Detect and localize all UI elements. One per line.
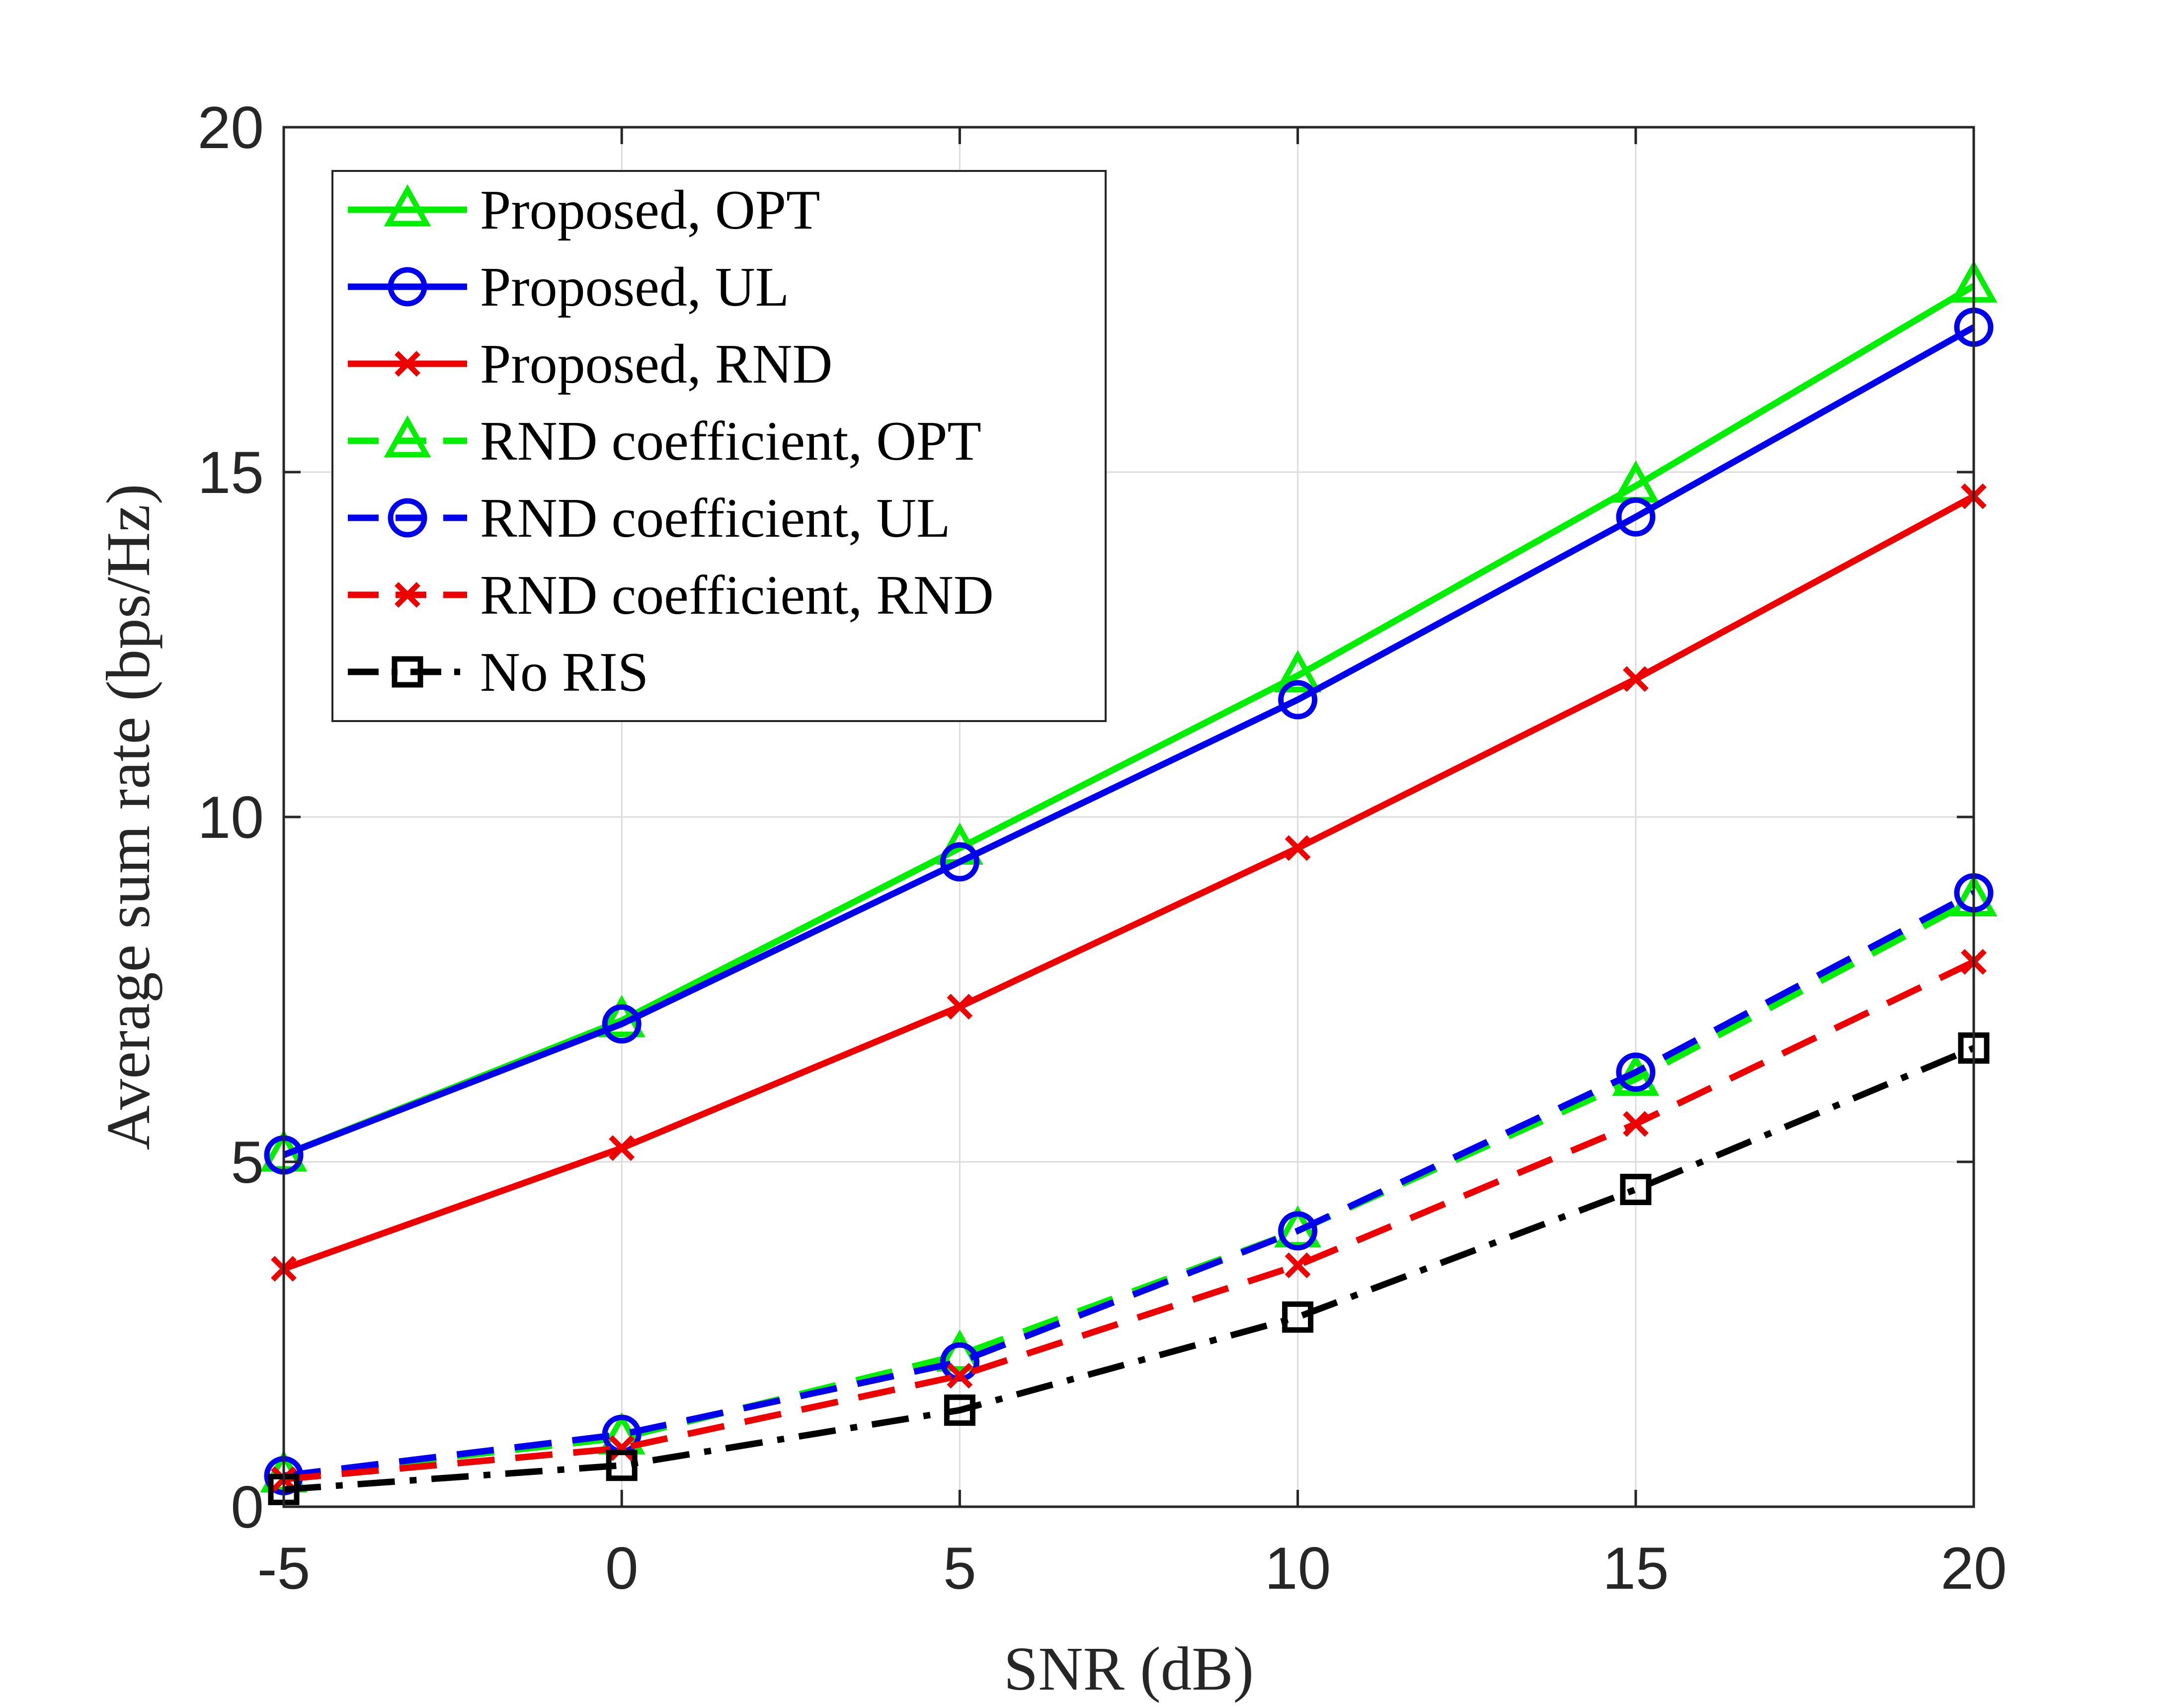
legend-label: Proposed, RND	[480, 333, 832, 395]
data-point	[1278, 680, 1318, 720]
legend-label: RND coefficient, OPT	[480, 410, 981, 472]
data-point	[947, 1363, 973, 1389]
legend-entry: RND coefficient, RND	[348, 565, 994, 626]
series-line	[282, 493, 1976, 1272]
x-tick-label: -5	[257, 1535, 311, 1602]
data-point	[947, 993, 973, 1020]
legend-marker	[384, 184, 431, 227]
series-2	[264, 308, 1994, 1175]
data-point	[1282, 1301, 1314, 1333]
data-point	[602, 1004, 642, 1044]
y-tick-label: 10	[198, 784, 264, 851]
y-tick-label: 5	[231, 1129, 264, 1196]
legend-marker	[388, 267, 427, 307]
series-line	[282, 324, 1976, 1158]
legend-marker	[388, 498, 427, 538]
data-point	[940, 842, 979, 882]
y-tick-label: 15	[198, 439, 264, 506]
legend-label: Proposed, UL	[480, 256, 789, 318]
legend-entry: Proposed, OPT	[348, 179, 820, 241]
x-tick-label: 5	[943, 1535, 976, 1602]
y-tick-label: 0	[231, 1474, 264, 1541]
legend-entry: RND coefficient, UL	[348, 488, 951, 549]
legend-box	[331, 170, 1107, 722]
data-point	[1616, 1053, 1656, 1092]
legend-entry: RND coefficient, OPT	[348, 410, 981, 472]
legend-label: RND coefficient, RND	[480, 565, 994, 626]
data-point	[1285, 1252, 1311, 1279]
data-point	[609, 1435, 635, 1461]
data-point	[944, 1394, 975, 1426]
x-tick-label: 0	[605, 1535, 639, 1602]
data-point	[1285, 835, 1311, 861]
series-line	[283, 890, 1976, 1479]
x-axis-label: SNR (dB)	[1004, 1635, 1254, 1704]
legend: Proposed, OPT Proposed, UL Proposed, RND RN…	[331, 170, 1107, 722]
legend-label: RND coefficient, UL	[480, 488, 951, 549]
data-point	[1622, 666, 1649, 692]
data-point	[1616, 497, 1656, 537]
x-tick-label: 20	[1940, 1535, 2007, 1602]
legend-marker	[395, 582, 420, 608]
legend-entry: No RIS	[348, 642, 648, 703]
legend-entry: Proposed, RND	[348, 333, 832, 395]
legend-marker	[384, 415, 431, 458]
x-tick-label: 15	[1603, 1535, 1669, 1602]
y-axis-label: Average sum rate (bps/Hz)	[94, 484, 163, 1150]
series-line	[283, 896, 1976, 1479]
legend-entry: Proposed, UL	[348, 256, 789, 318]
data-point	[1622, 1111, 1649, 1137]
x-tick-label: 10	[1265, 1535, 1331, 1602]
data-point	[1274, 650, 1321, 692]
y-tick-label: 20	[198, 94, 264, 161]
legend-marker	[392, 656, 423, 688]
data-point	[1278, 1211, 1318, 1251]
data-point	[606, 1450, 638, 1481]
legend-label: Proposed, OPT	[480, 179, 820, 241]
data-point	[936, 1329, 983, 1372]
series-layer	[260, 260, 1998, 1505]
series-6	[271, 949, 1987, 1492]
data-point	[1620, 1174, 1652, 1206]
series-3	[271, 483, 1987, 1282]
data-point	[609, 1135, 635, 1161]
legend-label: No RIS	[480, 642, 648, 703]
series-line	[283, 959, 1975, 1482]
legend-marker	[395, 351, 420, 377]
